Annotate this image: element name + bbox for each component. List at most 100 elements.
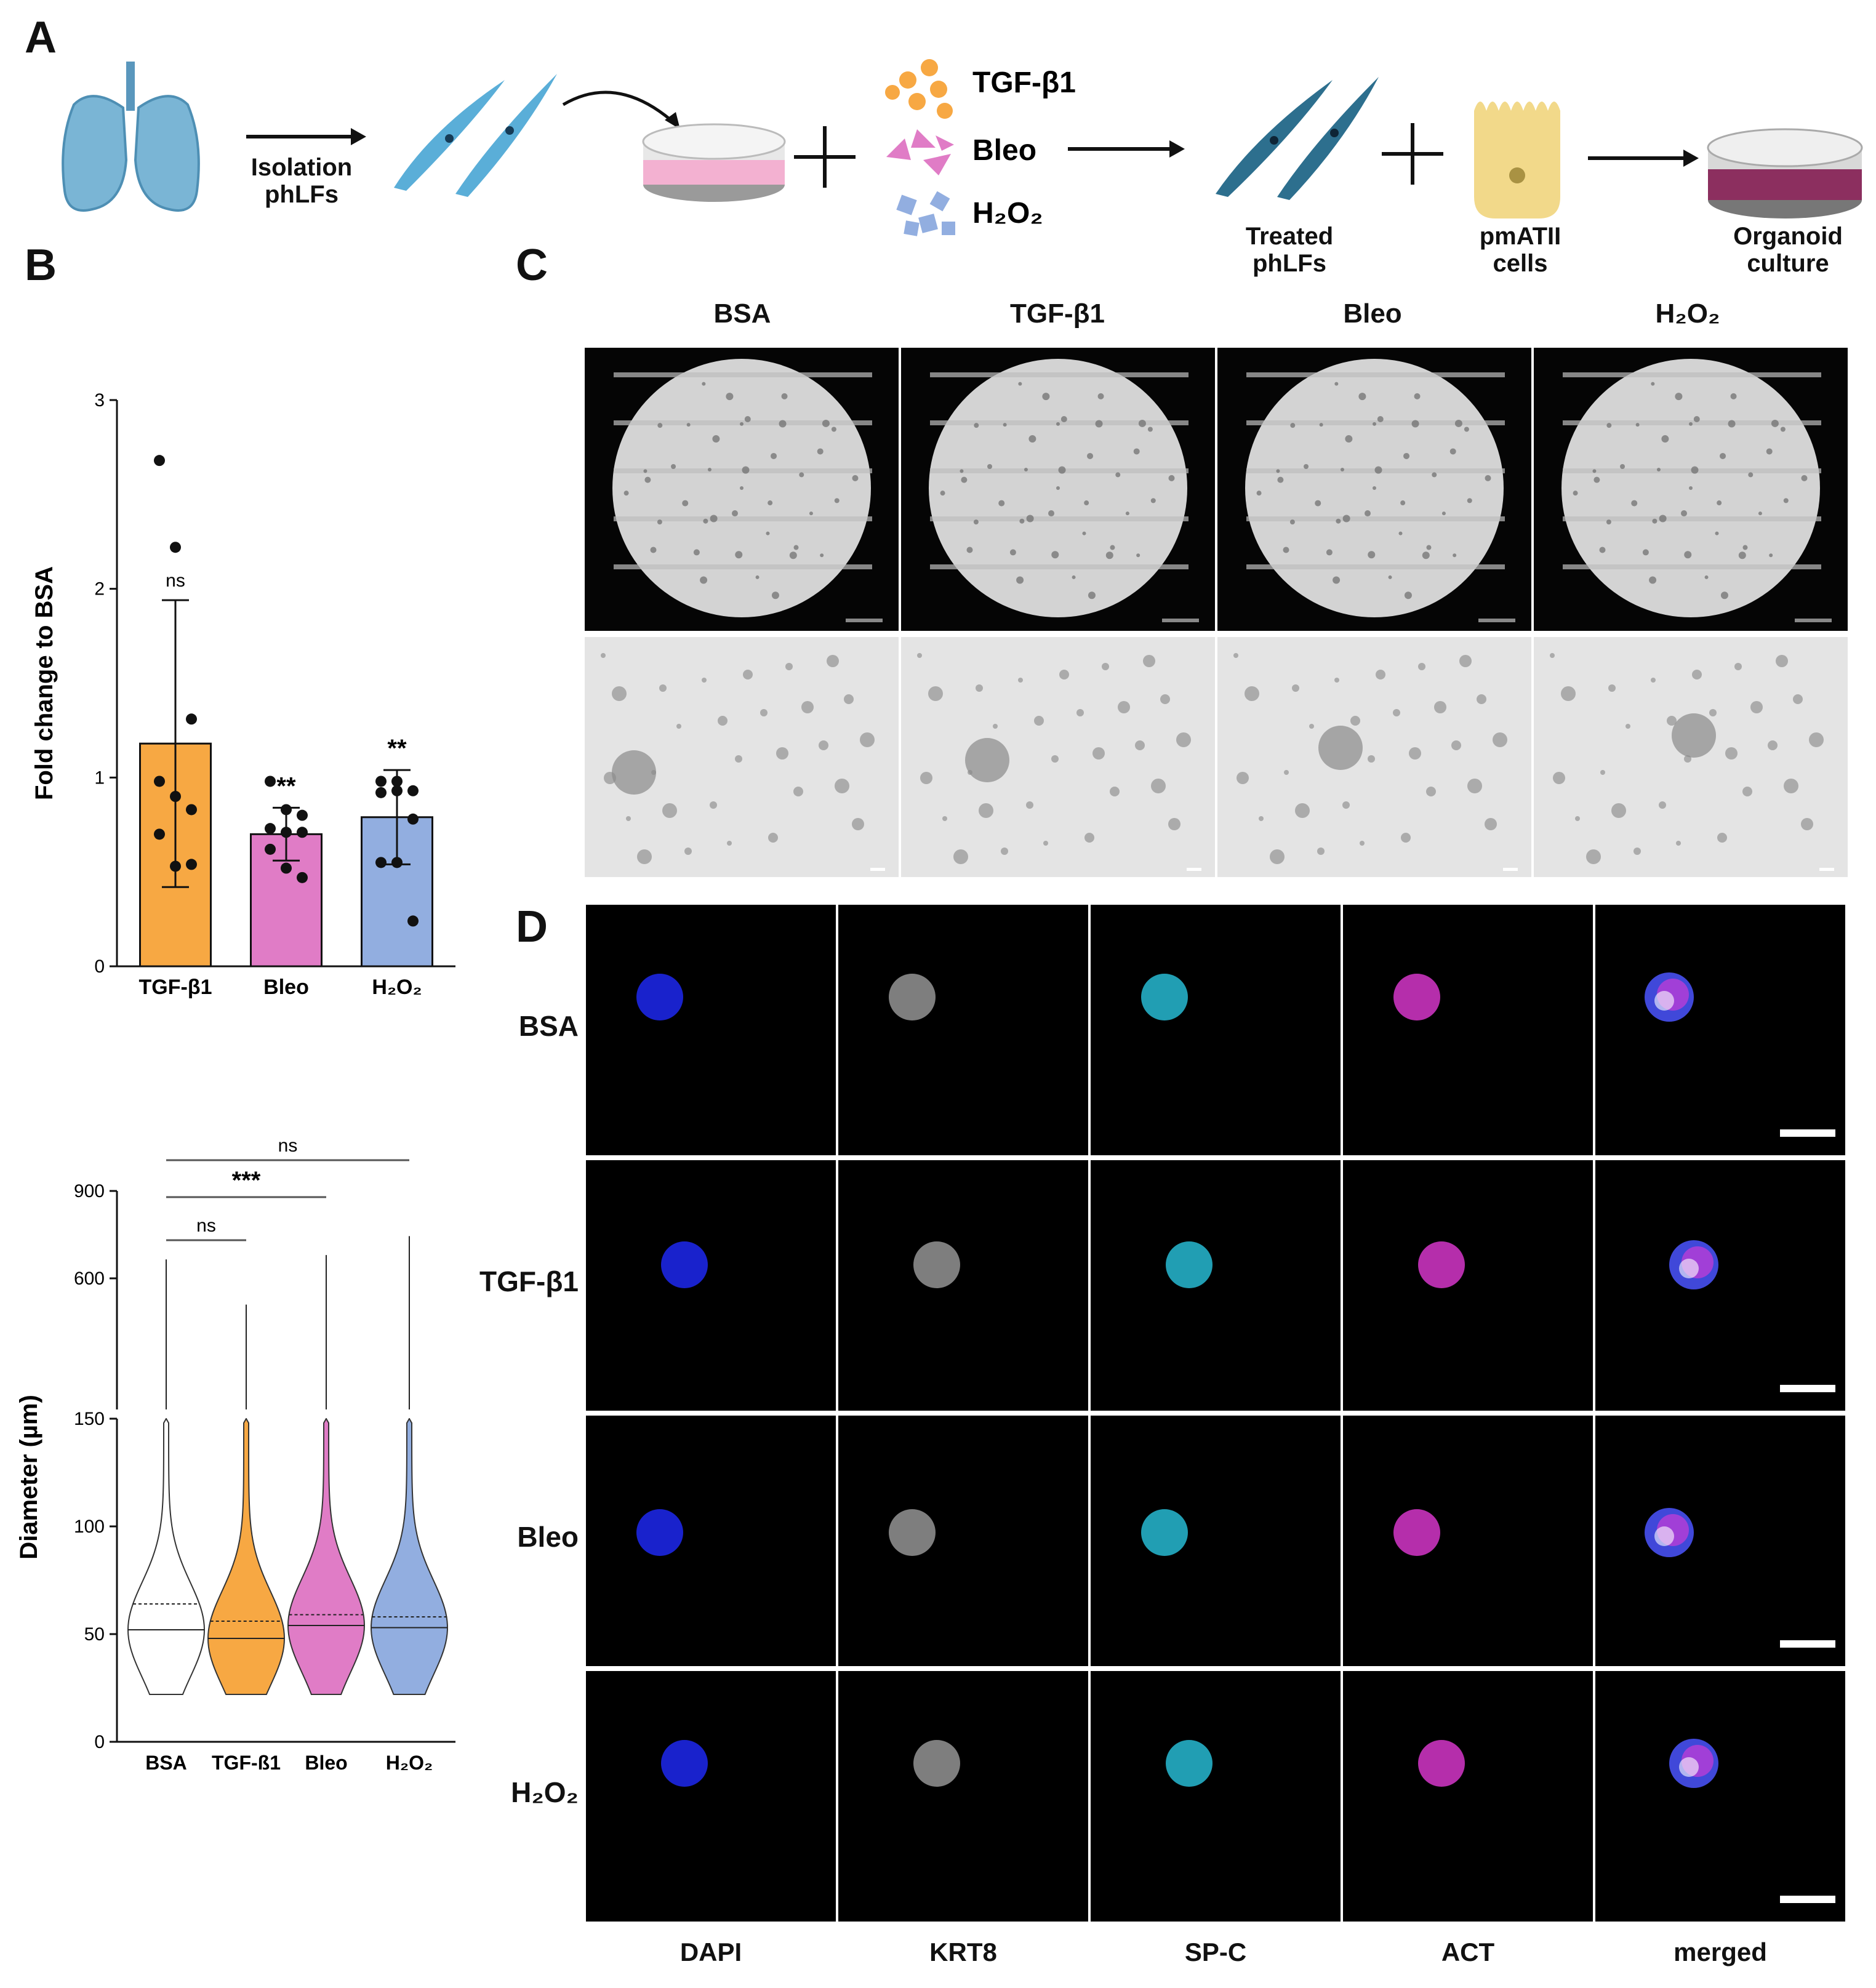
data-point: [170, 791, 181, 802]
organoid-speck: [1016, 576, 1024, 584]
organoid-speck: [1043, 841, 1048, 846]
fluorescence-image: [586, 1160, 836, 1411]
organoid-speck: [966, 547, 973, 553]
organoid-speck: [743, 670, 753, 679]
organoid-speck: [1350, 716, 1360, 726]
data-point: [391, 785, 403, 796]
organoid-speck: [1284, 770, 1289, 775]
organoid-speck: [1725, 747, 1738, 760]
scale-bar: [870, 868, 885, 871]
organoid-speck: [1147, 427, 1153, 432]
fluorescence-image: [586, 905, 836, 1155]
organoid-speck: [1237, 772, 1249, 784]
tile-seam: [1563, 372, 1821, 377]
panel-c-column-header: H₂O₂: [1655, 299, 1720, 329]
data-point: [281, 804, 292, 816]
data-point: [297, 809, 308, 821]
organoid-speck: [1659, 801, 1666, 809]
organoid-speck: [1477, 694, 1486, 704]
organoid-speck: [686, 423, 691, 427]
organoid-speck: [1056, 422, 1060, 426]
organoid-speck: [650, 547, 657, 553]
organoid-speck: [1084, 500, 1089, 506]
data-point: [407, 813, 419, 825]
organoid-speck: [1233, 653, 1238, 658]
organoid-speck: [1651, 678, 1656, 683]
data-point: [265, 776, 276, 787]
organoid-speck: [817, 448, 824, 455]
organoid-speck: [1150, 498, 1156, 503]
organoid-speck: [1138, 419, 1146, 427]
organoid-speck: [659, 684, 667, 692]
organoid-speck: [1336, 518, 1341, 524]
organoid-speck: [819, 740, 828, 750]
fluorescence-image: [1091, 1416, 1341, 1666]
fluorescence-image: [1595, 1416, 1845, 1666]
violin: [287, 1418, 366, 1695]
organoid-speck: [917, 653, 922, 658]
data-point: [375, 776, 387, 787]
organoid-speck: [1633, 848, 1641, 855]
fluorescence-image: [586, 1416, 836, 1666]
organoid-speck: [682, 500, 689, 507]
panel-d-column-label: SP-C: [1184, 1938, 1247, 1966]
organoid-signal: [661, 1241, 708, 1288]
organoid-signal: [913, 1740, 960, 1787]
data-point: [265, 823, 276, 835]
fluorescence-image: [838, 1671, 1088, 1922]
tile-seam: [1563, 564, 1821, 569]
organoid-speck: [1720, 452, 1726, 459]
organoid-speck: [732, 510, 739, 517]
organoid-speck: [1784, 779, 1798, 793]
fluorescence-image: [1343, 1671, 1593, 1922]
organoid-speck: [1656, 467, 1661, 471]
organoid-speck: [1143, 655, 1155, 667]
panel-c-column-header: TGF-β1: [1010, 299, 1105, 329]
organoid-speck: [1720, 591, 1728, 599]
data-point: [170, 542, 181, 553]
organoid-speck: [1493, 732, 1507, 747]
organoid-speck: [776, 747, 788, 760]
h2o2-icon: [896, 191, 955, 236]
scale-bar: [1162, 619, 1199, 622]
organoid-speck: [712, 435, 720, 443]
organoid-speck: [1681, 510, 1688, 517]
organoid-speck: [1451, 740, 1461, 750]
organoid-speck: [1750, 701, 1763, 713]
organoid-speck: [1026, 801, 1033, 809]
organoid-speck: [1051, 551, 1059, 559]
organoid-speck: [1676, 841, 1681, 846]
organoid-speck: [1042, 393, 1050, 401]
panel-c-column-header: BSA: [713, 299, 771, 329]
panel-label-d: D: [516, 902, 548, 952]
y-tick-label: 2: [94, 579, 105, 599]
organoid-speck: [1418, 663, 1425, 670]
organoid-speck: [1092, 747, 1105, 760]
panel-d-column-label: DAPI: [679, 1938, 742, 1966]
organoid-speck: [1133, 448, 1140, 455]
organoid-speck: [1748, 472, 1754, 478]
scale-bar: [846, 619, 883, 622]
organoid-speck: [1659, 515, 1667, 523]
organoid-speck: [1642, 549, 1649, 556]
data-point: [265, 843, 276, 855]
scale-bar: [1187, 868, 1201, 871]
organoid-speck: [801, 701, 814, 713]
organoid-speck: [1432, 472, 1437, 478]
organoid-speck: [1088, 591, 1096, 599]
organoid-speck: [1024, 467, 1028, 471]
organoid-speck: [960, 469, 964, 473]
organoid: [965, 738, 1009, 782]
panel-d-fluorescence-grid: [585, 905, 1851, 1933]
organoid-speck: [799, 472, 804, 478]
organoid-speck: [1168, 818, 1181, 830]
organoid-speck: [1374, 466, 1382, 474]
organoid-speck: [852, 475, 859, 481]
organoid-speck: [928, 686, 943, 701]
organoid-speck: [835, 779, 849, 793]
organoid-speck: [831, 427, 836, 432]
data-point: [297, 827, 308, 838]
organoid-signal: [1679, 1259, 1699, 1278]
organoid-speck: [1398, 531, 1403, 535]
treatment-label-bleo: Bleo: [972, 134, 1036, 167]
